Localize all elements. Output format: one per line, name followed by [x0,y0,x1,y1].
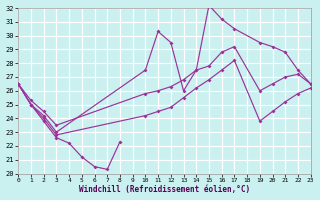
X-axis label: Windchill (Refroidissement éolien,°C): Windchill (Refroidissement éolien,°C) [79,185,250,194]
